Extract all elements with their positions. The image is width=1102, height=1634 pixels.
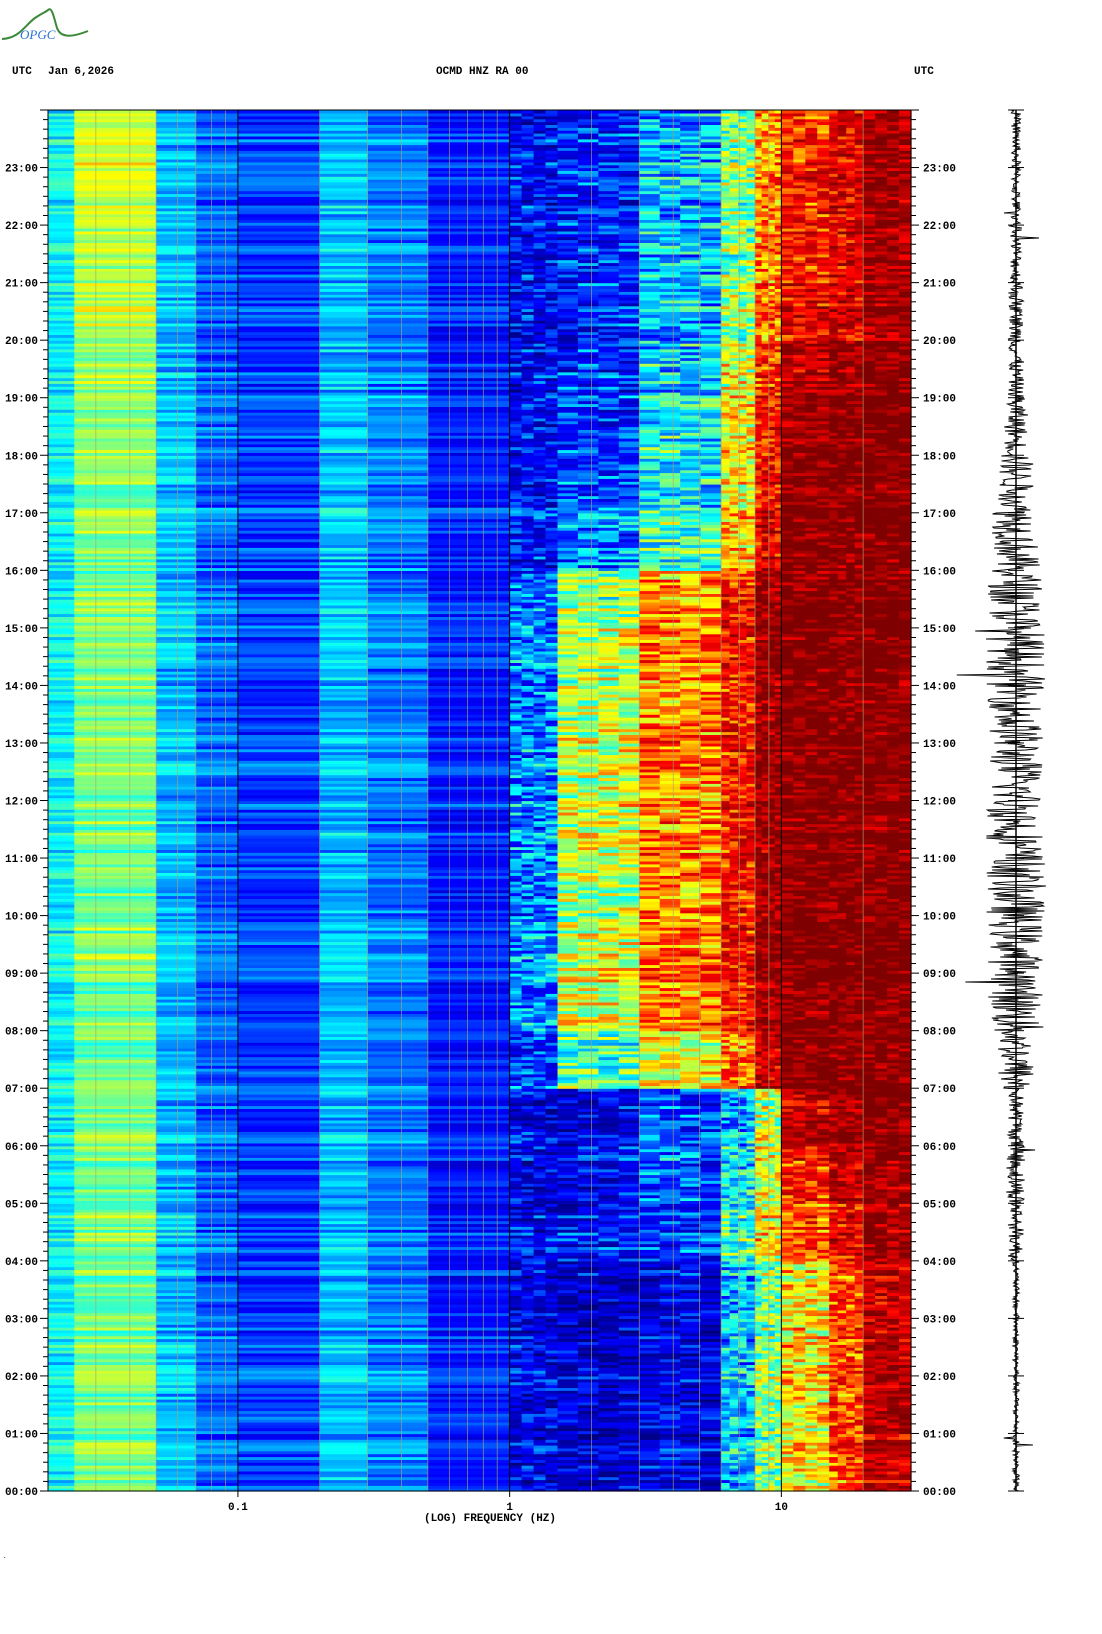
- spectrogram-chart: 00:00 00:0001:00 01:0002:00 02:0003:00 03:00…: [0, 0, 1102, 1634]
